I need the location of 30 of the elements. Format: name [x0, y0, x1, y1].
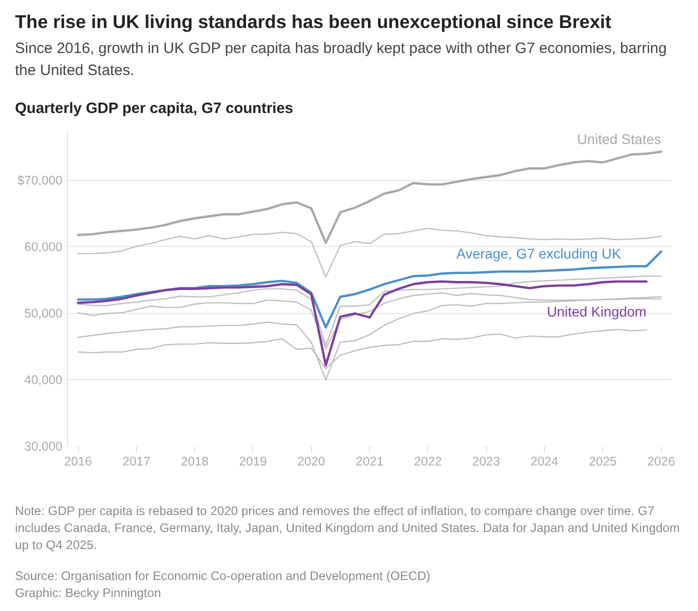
y-tick-label: 30,000 [24, 440, 63, 454]
x-tick-label: 2018 [180, 454, 209, 468]
x-tick-label: 2019 [239, 454, 267, 468]
x-tick-label: 2016 [64, 454, 92, 468]
x-tick-label: 2020 [297, 454, 326, 468]
line-series [76, 250, 662, 329]
line-series [77, 276, 662, 346]
y-axis-title: Quarterly GDP per capita, G7 countries [14, 99, 294, 119]
x-tick-label: 2025 [588, 454, 617, 468]
series-label: United Kingdom [546, 304, 646, 320]
line-series [76, 150, 662, 244]
x-tick-label: 2023 [472, 454, 500, 468]
line-series [77, 228, 662, 278]
text: Note: GDP per capita is rebased to 2020 prices and removes the effect of inflation, to compare change over time. G7 includes Canada, France, Germany, Italy, Japan, United Kingdom and United States. Data for Japan and United Kingdom up to Q4 2025. [15, 503, 681, 554]
y-tick-label: 40,000 [24, 372, 63, 387]
y-tick-label: 50,000 [24, 306, 63, 320]
series-label: United States [577, 130, 662, 147]
x-tick-label: 2024 [530, 454, 558, 468]
y-tick-label: 60,000 [24, 240, 63, 254]
x-tick-label: 2017 [122, 454, 150, 468]
chart-subtitle: Since 2016, growth in UK GDP per capita has broadly kept pace with other G7 economies, barring the United States. [14, 39, 668, 81]
x-tick-label: 2021 [356, 454, 384, 468]
x-tick-label: 2022 [414, 454, 442, 468]
line-series [76, 280, 648, 366]
y-tick-label: $70,000 [17, 173, 63, 188]
x-tick-label: 2026 [647, 454, 676, 468]
source-note: Source: Organisation for Economic Co-operation and Development (OECD) [15, 568, 432, 584]
series-label: Average, G7 excluding UK [456, 246, 622, 262]
chart-title: The rise in UK living standards has been unexceptional since Brexit [14, 10, 612, 33]
text: Graphic: Becky Pinnington [15, 584, 162, 601]
